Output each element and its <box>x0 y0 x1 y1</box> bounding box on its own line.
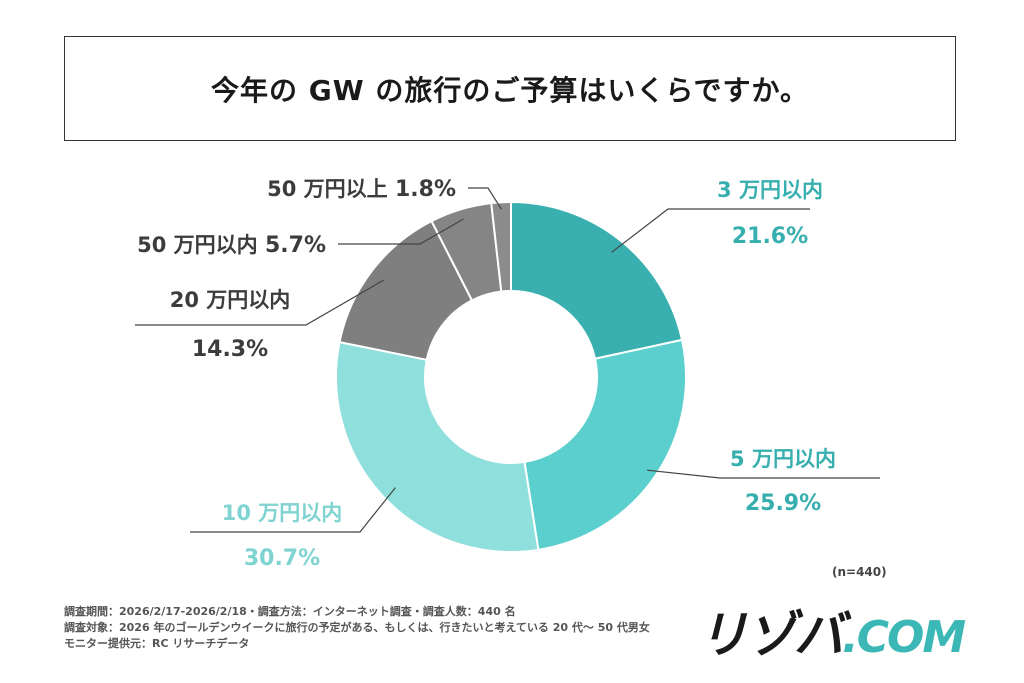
footnote-line-target: 調査対象：2026 年のゴールデンウイークに旅行の予定がある、もしくは、行きたい… <box>64 621 650 634</box>
leader-lines <box>135 187 880 533</box>
slice-labels: 3 万円以内 21.6% 5 万円以内 25.9% 10 万円以内 30.7% 20 万円以… <box>137 177 836 571</box>
footnote: 調査期間：2026/2/17-2026/2/18・調査方法：インターネット調査・… <box>64 604 650 652</box>
donut-slice-1 <box>510 200 684 360</box>
logo-suffix: .COM <box>842 612 966 663</box>
slice-category-label: 5 万円以内 <box>730 447 836 471</box>
donut-slice-4 <box>338 219 474 362</box>
slice-category-label: 10 万円以内 <box>222 501 343 525</box>
leader-line-1 <box>611 208 810 253</box>
slice-value-label: 25.9% <box>745 491 821 516</box>
sample-size: (n=440) <box>832 565 887 579</box>
donut-slice-2 <box>523 338 687 551</box>
donut-slice-3 <box>335 340 540 553</box>
slice-value-label: 21.6% <box>732 224 808 249</box>
slice-category-label: 50 万円以内 <box>137 233 265 257</box>
slice-category-label: 20 万円以内 <box>170 288 291 312</box>
slice-value-label: 30.7% <box>244 546 320 571</box>
footnote-line-source: モニター提供元：RC リサーチデータ <box>64 637 250 650</box>
footnote-line-period: 調査期間：2026/2/17-2026/2/18・調査方法：インターネット調査・… <box>64 605 516 618</box>
slice-category-label: 3 万円以内 <box>717 178 823 202</box>
leader-line-6 <box>468 187 503 210</box>
leader-line-3 <box>190 487 396 533</box>
brand-logo: リゾバ.COM <box>698 595 966 667</box>
leader-line-4 <box>135 279 384 326</box>
title-box: 今年の GW の旅行のご予算はいくらですか。 <box>64 36 956 141</box>
leader-line-2 <box>647 469 880 479</box>
logo-main: リゾバ <box>698 606 844 664</box>
slice-value-label: 5.7% <box>265 233 326 258</box>
donut-slices <box>335 200 687 553</box>
slice-value-label: 14.3% <box>192 337 268 362</box>
slice-inline-label: 50 万円以内 5.7% <box>137 233 326 258</box>
slice-category-label: 50 万円以上 <box>267 177 395 201</box>
leader-line-5 <box>338 218 464 245</box>
slice-inline-label: 50 万円以上 1.8% <box>267 177 456 202</box>
slice-value-label: 1.8% <box>395 177 456 202</box>
chart-title: 今年の GW の旅行のご予算はいくらですか。 <box>211 73 809 107</box>
